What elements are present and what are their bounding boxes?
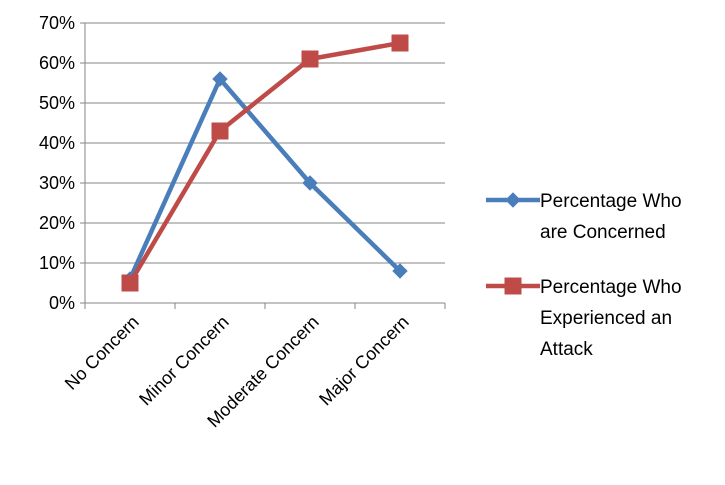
legend-item-1: Percentage Who are Concerned bbox=[486, 191, 682, 243]
series-line bbox=[127, 76, 403, 282]
series-2 bbox=[121, 34, 409, 292]
axes bbox=[80, 22, 446, 309]
data-point bbox=[391, 34, 409, 52]
y-tick-label: 40% bbox=[39, 133, 75, 153]
series-line bbox=[127, 40, 403, 286]
data-point bbox=[392, 263, 408, 279]
y-tick-label: 0% bbox=[49, 293, 75, 313]
y-tick-label: 10% bbox=[39, 253, 75, 273]
y-tick-label: 20% bbox=[39, 213, 75, 233]
data-point bbox=[211, 122, 229, 140]
x-tick-label: Minor Concern bbox=[135, 312, 233, 410]
legend-marker bbox=[505, 192, 521, 208]
y-tick-label: 70% bbox=[39, 13, 75, 33]
y-tick-label: 60% bbox=[39, 53, 75, 73]
gridlines bbox=[85, 22, 445, 264]
x-tick-label: Major Concern bbox=[315, 312, 413, 410]
series-1 bbox=[122, 71, 408, 287]
legend-label: Attack bbox=[540, 339, 593, 360]
data-point bbox=[301, 50, 319, 68]
legend-label: are Concerned bbox=[540, 222, 666, 243]
y-tick-label: 30% bbox=[39, 173, 75, 193]
data-point bbox=[302, 175, 318, 191]
data-point bbox=[121, 274, 139, 292]
y-tick-label: 50% bbox=[39, 93, 75, 113]
x-tick-label: No Concern bbox=[61, 312, 143, 394]
legend-item-2: Percentage Who Experienced an Attack bbox=[486, 277, 682, 360]
legend-label: Percentage Who bbox=[540, 191, 682, 212]
legend-label: Experienced an bbox=[540, 308, 672, 329]
legend-label: Percentage Who bbox=[540, 277, 682, 298]
series-group bbox=[121, 34, 409, 292]
data-point bbox=[212, 71, 228, 87]
legend-marker bbox=[504, 277, 522, 295]
